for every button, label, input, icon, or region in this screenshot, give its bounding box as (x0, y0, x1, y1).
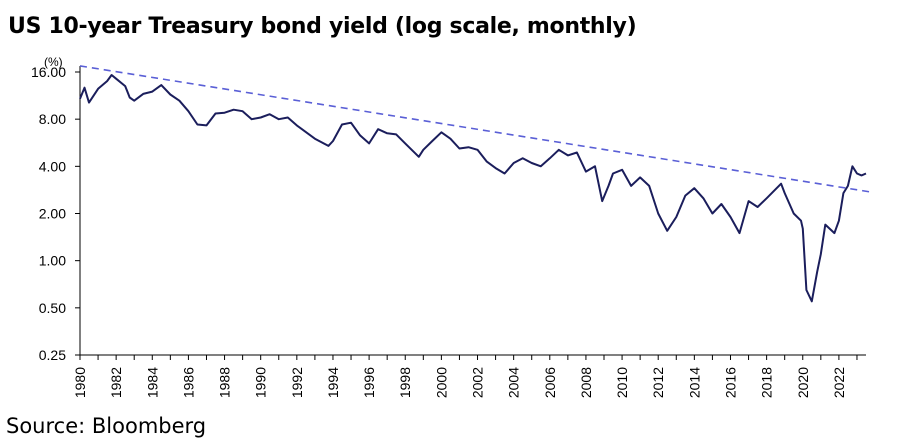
y-tick-label: 1.00 (39, 253, 66, 269)
x-tick-label: 2008 (578, 367, 594, 398)
x-tick-label: 1998 (397, 367, 413, 398)
trendline-dashed (79, 65, 870, 193)
series-group (79, 74, 867, 303)
y-tick-label: 2.00 (39, 206, 66, 222)
x-tick-label: 2000 (433, 367, 449, 398)
x-tick-label: 1996 (361, 367, 377, 398)
x-tick-label: 1984 (144, 367, 160, 398)
x-tick-label: 1990 (253, 367, 269, 398)
y-tick-label: 0.50 (39, 300, 66, 316)
x-tick-label: 1986 (180, 367, 196, 398)
trendline-group (79, 65, 870, 193)
x-tick-label: 1980 (72, 367, 88, 398)
y-tick-label: 0.25 (39, 347, 66, 363)
source-note: Source: Bloomberg (6, 414, 207, 438)
x-tick-label: 1982 (108, 367, 124, 398)
x-tick-label: 2014 (686, 367, 702, 398)
x-tick-label: 2022 (831, 367, 847, 398)
y-tick-label: 16.00 (31, 64, 66, 80)
yield-series-line (79, 74, 867, 303)
y-axis-unit: (%) (44, 55, 63, 69)
x-tick-label: 2004 (506, 367, 522, 398)
y-tick-label: 8.00 (39, 111, 66, 127)
x-tick-label: 1992 (289, 367, 305, 398)
x-tick-label: 2018 (759, 367, 775, 398)
chart-axes: (%) (44, 55, 866, 356)
y-tick-label: 4.00 (39, 158, 66, 174)
x-tick-label: 2002 (470, 367, 486, 398)
chart-ticks: 16.00 8.00 4.00 2.00 1.00 0.50 0.25 1980 1982 198… (31, 64, 858, 398)
x-tick-label: 2012 (650, 367, 666, 398)
x-tick-label: 1994 (325, 367, 341, 398)
x-tick-label: 2020 (795, 367, 811, 398)
x-tick-label: 1988 (217, 367, 233, 398)
chart-title: US 10-year Treasury bond yield (log scal… (8, 14, 637, 39)
x-tick-label: 2006 (542, 367, 558, 398)
x-tick-label: 2010 (614, 367, 630, 398)
x-tick-label: 2016 (722, 367, 738, 398)
